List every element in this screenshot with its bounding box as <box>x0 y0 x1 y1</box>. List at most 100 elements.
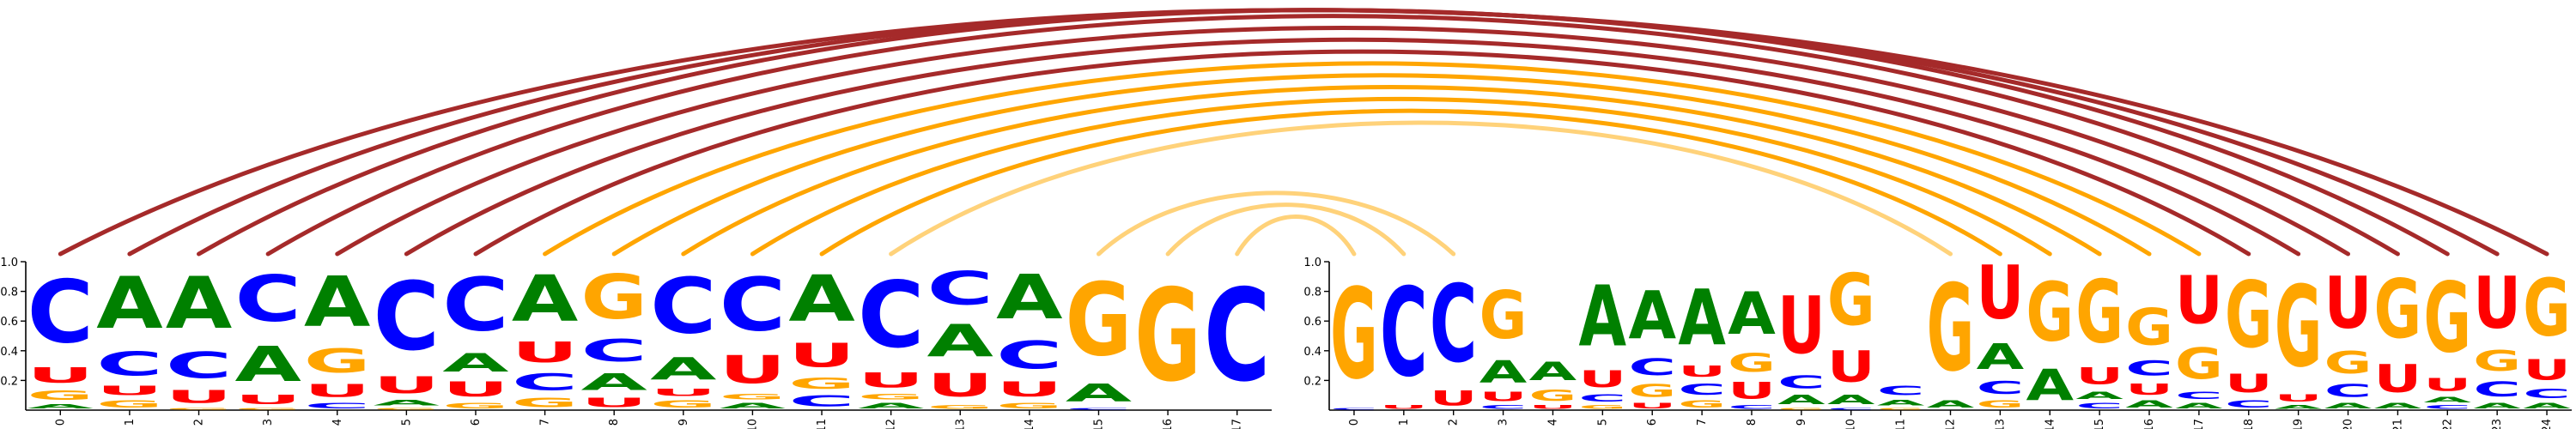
right-letter-C: C <box>1678 380 1726 398</box>
right-letter-C: C <box>1977 378 2025 398</box>
right-x-tick-label: 16 <box>2143 419 2156 429</box>
left-letter-G: G <box>650 398 716 410</box>
right-x-tick-label: 21 <box>2391 419 2404 429</box>
right-letter-C: C <box>1728 404 1776 410</box>
base-pair-arc <box>889 120 1953 257</box>
right-letter-A: A <box>1479 354 1528 390</box>
left-letter-C: C <box>858 263 924 369</box>
left-letter-C: C <box>581 333 647 369</box>
right-letter-U: U <box>2175 263 2223 340</box>
base-pair-arc <box>335 26 2351 257</box>
left-letter-U: U <box>512 336 578 369</box>
base-pair-arc <box>543 61 2202 257</box>
left-letter-G: G <box>234 408 301 410</box>
right-letter-C: C <box>1827 408 1875 410</box>
left-letter-U: U <box>27 363 94 388</box>
right-letter-U: U <box>1977 251 2025 335</box>
right-letter-C: C <box>2523 386 2571 401</box>
left-letter-U: U <box>304 381 370 402</box>
left-letter-C: C <box>442 262 508 347</box>
base-pair-arc <box>819 108 2002 257</box>
left-letter-G: G <box>788 375 854 393</box>
right-letter-U: U <box>1579 366 1627 393</box>
left-y-tick-label: 0.2 <box>0 375 18 388</box>
right-y-tick-label: 0.8 <box>1303 287 1321 299</box>
right-letter-A: A <box>2523 402 2571 410</box>
right-x-tick-label: 15 <box>2093 419 2106 429</box>
right-letter-G: G <box>2374 263 2422 357</box>
left-letter-A: A <box>512 262 578 336</box>
left-letter-C: C <box>1204 263 1270 411</box>
right-letter-C: C <box>2075 402 2123 410</box>
right-letter-G: G <box>1479 278 1528 354</box>
left-letter-G: G <box>581 263 647 334</box>
right-x-tick-label: 20 <box>2342 419 2355 429</box>
right-x-tick-label: 11 <box>1895 419 1908 429</box>
right-x-tick-label: 22 <box>2441 419 2454 429</box>
right-letter-U: U <box>1827 342 1875 393</box>
left-x-tick-label: 12 <box>885 419 898 429</box>
left-letter-A: A <box>996 263 1062 333</box>
right-x-tick-label: 13 <box>1994 419 2007 429</box>
right-x-tick-label: 9 <box>1795 419 1808 426</box>
right-x-tick-label: 1 <box>1398 419 1411 426</box>
right-letter-A: A <box>1628 276 1676 353</box>
right-letter-U: U <box>2275 392 2323 404</box>
left-letter-A: A <box>650 351 716 387</box>
left-x-tick-label: 3 <box>262 419 275 426</box>
right-letter-G: G <box>2125 298 2173 357</box>
right-letter-A: A <box>1728 281 1776 348</box>
right-letter-G: G <box>2225 263 2273 369</box>
left-letter-C: C <box>927 262 993 315</box>
left-letter-A: A <box>304 263 370 342</box>
left-y-tick-label: 1.0 <box>0 257 18 269</box>
right-letter-G: G <box>1827 259 1875 341</box>
base-pair-arc <box>611 73 2152 257</box>
right-letter-A: A <box>1877 398 1925 407</box>
left-x-tick-label: 9 <box>677 419 690 426</box>
left-letter-A: A <box>166 262 232 345</box>
right-letter-C: C <box>2473 378 2521 401</box>
right-letter-C: C <box>1479 404 1528 410</box>
right-letter-G: G <box>1529 386 1577 404</box>
left-letter-U: U <box>996 378 1062 401</box>
right-letter-U: U <box>1628 402 1676 410</box>
right-letter-C: C <box>2125 357 2173 380</box>
right-letter-A: A <box>2075 390 2123 402</box>
left-x-tick-label: 16 <box>1162 419 1175 429</box>
right-letter-G: G <box>1877 408 1925 410</box>
left-x-tick-label: 14 <box>1024 419 1036 429</box>
right-letter-A: A <box>2473 402 2521 410</box>
right-x-tick-label: 23 <box>2491 419 2504 429</box>
right-logo-panel: 0.20.40.60.81.00CG1UC2UC3CUAG4UGA5GCUA6U… <box>1303 251 2572 429</box>
right-letter-A: A <box>1977 336 2025 378</box>
right-x-tick-label: 2 <box>1448 419 1461 426</box>
left-letter-G: G <box>1066 263 1132 379</box>
left-letter-U: U <box>650 387 716 399</box>
left-x-tick-label: 7 <box>539 419 552 426</box>
right-letter-G: G <box>2424 262 2472 374</box>
left-x-tick-label: 10 <box>746 419 759 429</box>
left-letter-G: G <box>304 341 370 380</box>
right-letter-A: A <box>1529 357 1577 386</box>
left-letter-C: C <box>650 263 716 351</box>
right-x-tick-label: 4 <box>1546 419 1559 426</box>
left-y-tick-label: 0.6 <box>0 316 18 329</box>
left-letter-C: C <box>1066 408 1132 410</box>
right-letter-G: G <box>2026 266 2074 360</box>
left-letter-G: G <box>27 388 94 402</box>
right-letter-G: G <box>1927 259 1975 397</box>
left-letter-A: A <box>234 336 301 392</box>
left-letter-A: A <box>581 369 648 396</box>
right-x-tick-label: 19 <box>2293 419 2306 429</box>
right-letter-U: U <box>1430 387 1478 411</box>
right-x-tick-label: 10 <box>1845 419 1858 429</box>
right-letter-C: C <box>2324 381 2372 402</box>
right-x-tick-label: 17 <box>2193 419 2206 429</box>
left-letter-A: A <box>442 348 508 378</box>
right-letter-G: G <box>2324 345 2372 380</box>
left-letter-A: A <box>96 262 162 345</box>
left-letter-U: U <box>442 378 508 401</box>
left-x-tick-label: 17 <box>1231 419 1244 429</box>
